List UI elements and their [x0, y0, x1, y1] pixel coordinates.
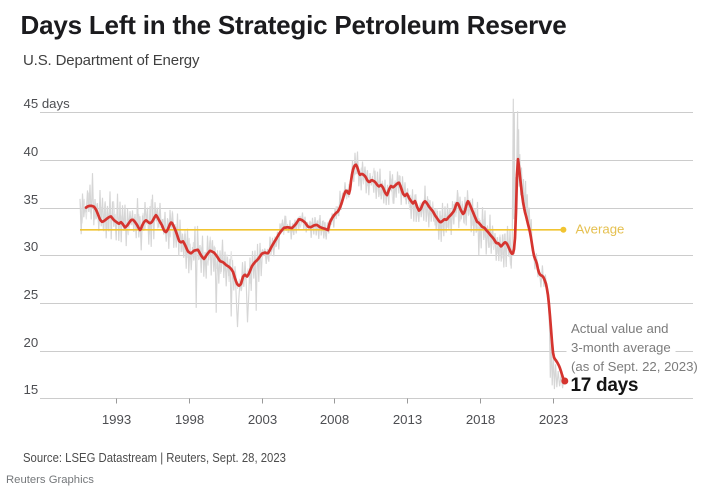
- svg-text:1993: 1993: [102, 412, 131, 427]
- svg-text:40: 40: [24, 144, 39, 159]
- svg-text:30: 30: [24, 239, 39, 254]
- svg-text:Average: Average: [576, 222, 625, 237]
- svg-text:25: 25: [24, 287, 39, 302]
- svg-text:45 days: 45 days: [24, 96, 71, 111]
- svg-text:2008: 2008: [320, 412, 349, 427]
- svg-text:2018: 2018: [466, 412, 495, 427]
- svg-text:35: 35: [24, 192, 39, 207]
- svg-text:2013: 2013: [393, 412, 422, 427]
- svg-text:1998: 1998: [175, 412, 204, 427]
- svg-text:2023: 2023: [539, 412, 568, 427]
- svg-text:15: 15: [24, 382, 39, 397]
- svg-text:20: 20: [24, 335, 39, 350]
- svg-text:2003: 2003: [248, 412, 277, 427]
